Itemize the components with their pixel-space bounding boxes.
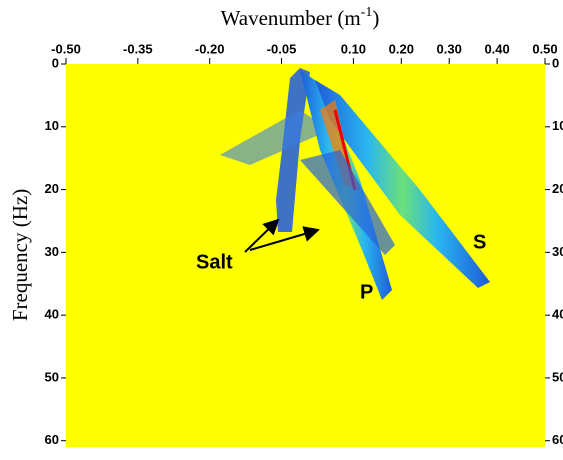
y-tick-label: 0 bbox=[52, 55, 59, 70]
y-tick-label: 20 bbox=[45, 181, 59, 196]
x-tick-label: -0.50 bbox=[51, 41, 81, 56]
arrow bbox=[244, 218, 280, 253]
x-tick-label: -0.05 bbox=[267, 41, 297, 56]
y-tick-label: 30 bbox=[552, 244, 563, 259]
x-tick-label: 0.50 bbox=[532, 41, 557, 56]
x-tick-label: -0.35 bbox=[123, 41, 153, 56]
y-tick-label: 50 bbox=[45, 369, 59, 384]
y-tick-label: 40 bbox=[45, 307, 59, 322]
y-tick-label: 40 bbox=[552, 307, 563, 322]
y-tick-label: 50 bbox=[552, 369, 563, 384]
y-tick-label: 10 bbox=[45, 118, 59, 133]
annotation: S bbox=[473, 231, 486, 253]
annotation: Salt bbox=[196, 251, 233, 273]
x-tick-label: 0.40 bbox=[484, 41, 509, 56]
x-tick-label: -0.20 bbox=[195, 41, 225, 56]
arrow bbox=[249, 226, 320, 251]
y-tick-label: 10 bbox=[552, 118, 563, 133]
y-tick-label: 20 bbox=[552, 181, 563, 196]
y-tick-label: 30 bbox=[45, 244, 59, 259]
y-tick-label: 60 bbox=[552, 432, 563, 447]
y-tick-label: 60 bbox=[45, 432, 59, 447]
spectrum bbox=[220, 68, 490, 300]
x-tick-label: 0.30 bbox=[437, 41, 462, 56]
y-axis-title: Frequency (Hz) bbox=[8, 189, 32, 321]
x-tick-label: 0.10 bbox=[341, 41, 366, 56]
x-axis-title: Wavenumber (m-1) bbox=[221, 5, 380, 30]
y-tick-label: 0 bbox=[552, 55, 559, 70]
x-tick-label: 0.20 bbox=[389, 41, 414, 56]
annotation: P bbox=[360, 281, 373, 303]
